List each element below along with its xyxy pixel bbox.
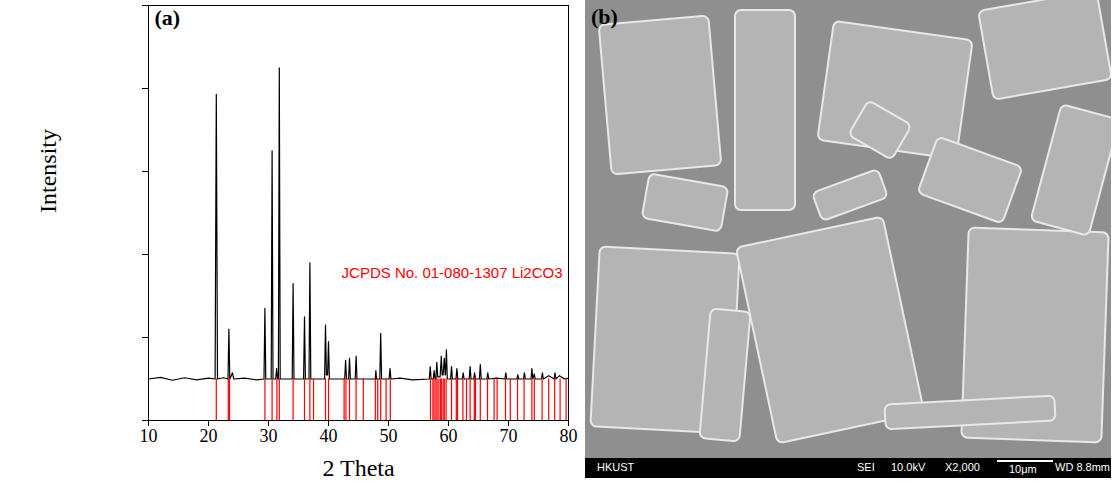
html-text:10.0kV: 10.0kV	[891, 461, 926, 473]
svg-text:20: 20	[200, 426, 218, 446]
svg-text:40: 40	[320, 426, 338, 446]
html-text:WD 8.8mm: WD 8.8mm	[1055, 461, 1110, 473]
svg-text:30: 30	[260, 426, 278, 446]
svg-text:2 Theta: 2 Theta	[322, 455, 395, 481]
html-text:HKUST: HKUST	[597, 461, 635, 473]
svg-text:Intensity: Intensity	[35, 129, 61, 213]
svg-text:80: 80	[560, 426, 578, 446]
svg-text:50: 50	[380, 426, 398, 446]
html-text:SEI: SEI	[857, 461, 875, 473]
svg-text:70: 70	[500, 426, 518, 446]
svg-text:JCPDS No. 01-080-1307 Li2CO3: JCPDS No. 01-080-1307 Li2CO3	[342, 264, 563, 281]
svg-text:10: 10	[140, 426, 158, 446]
html-text:10μm: 10μm	[1009, 463, 1037, 475]
html-text:X2,000: X2,000	[945, 461, 980, 473]
svg-text:(a): (a)	[155, 5, 181, 30]
svg-text:60: 60	[440, 426, 458, 446]
html-text:(b): (b)	[591, 4, 618, 29]
